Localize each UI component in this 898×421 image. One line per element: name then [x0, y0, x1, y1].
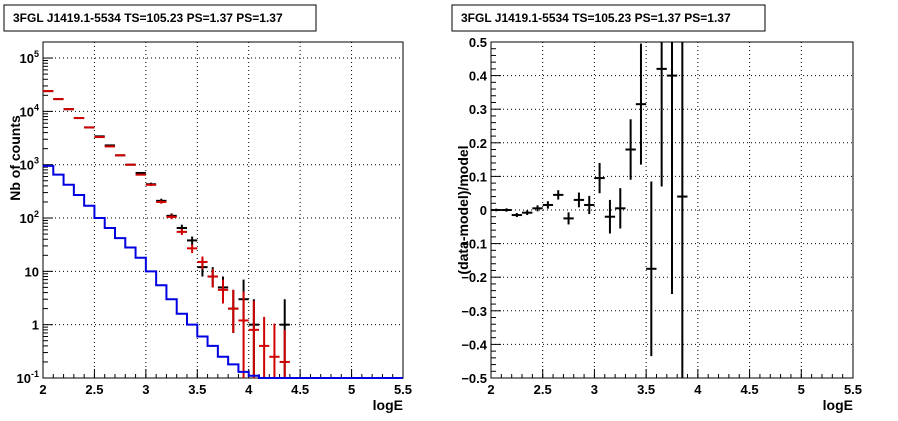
residual-point — [542, 201, 554, 209]
counts-title-box — [3, 4, 317, 32]
source-model-step — [43, 164, 403, 379]
residual-y-tick-label: 0 — [480, 203, 487, 218]
residual-x-tick-label: 3.5 — [637, 382, 655, 397]
model-point — [228, 289, 239, 333]
residual-x-axis-label: logE — [823, 397, 853, 413]
residual-point — [532, 205, 543, 212]
data-point — [187, 236, 198, 246]
counts-y-axis-label: Nb of counts — [7, 115, 23, 201]
residual-point — [656, 42, 667, 187]
counts-x-tick-label: 3.5 — [188, 382, 206, 397]
counts-y-tick-label: 104 — [20, 102, 39, 119]
model-point — [145, 183, 157, 186]
residual-series — [491, 42, 688, 378]
counts-series — [43, 90, 403, 379]
counts-x-tick-label: 5 — [348, 382, 355, 397]
residual-y-tick-label: −0.5 — [461, 371, 487, 386]
residual-point — [677, 42, 688, 378]
model-point — [187, 244, 198, 254]
counts-x-tick-label: 2 — [39, 382, 46, 397]
residual-title-box — [451, 4, 766, 32]
residual-x-tick-label: 5 — [798, 382, 805, 397]
model-point — [217, 279, 229, 304]
model-point — [197, 256, 208, 270]
residual-point — [635, 43, 647, 165]
model-point — [279, 329, 290, 378]
counts-panel: 3FGL J1419.1-5534 TS=105.23 PS=1.37 PS=1… — [3, 4, 412, 413]
residual-point — [584, 195, 595, 215]
residual-y-tick-label: 0.2 — [469, 136, 487, 151]
residual-x-tick-label: 3 — [591, 382, 598, 397]
counts-y-tick-label: 10-1 — [17, 369, 39, 386]
residual-x-tick-label: 2.5 — [534, 382, 552, 397]
residual-point — [666, 42, 678, 294]
residual-point — [615, 188, 626, 229]
model-point — [166, 214, 177, 220]
counts-title: 3FGL J1419.1-5534 TS=105.23 PS=1.37 PS=1… — [13, 11, 283, 25]
model-point — [207, 269, 218, 288]
residual-y-tick-label: 0.1 — [469, 169, 487, 184]
residual-x-tick-label: 4.5 — [741, 382, 759, 397]
residual-point — [594, 162, 605, 194]
counts-y-tick-label: 102 — [20, 209, 39, 226]
residual-point — [522, 210, 533, 216]
residual-point — [553, 190, 564, 200]
residual-panel: 3FGL J1419.1-5534 TS=105.23 PS=1.37 PS=1… — [451, 4, 862, 413]
model-point — [238, 291, 249, 378]
residual-point — [563, 212, 574, 225]
counts-x-tick-label: 5.5 — [394, 382, 412, 397]
model-point — [176, 229, 187, 236]
residual-y-tick-label: 0.3 — [469, 102, 487, 117]
counts-x-tick-label: 3 — [142, 382, 149, 397]
residual-point — [625, 119, 636, 180]
residual-x-tick-label: 5.5 — [844, 382, 862, 397]
residual-y-tick-label: 0.4 — [469, 69, 488, 84]
counts-y-tick-label: 105 — [20, 49, 39, 66]
counts-axis-ticks: 2 2.5 3 3.5 4 4.5 5 5.5 10-1 1 10 102 103 104 105 — [17, 41, 412, 397]
residual-y-tick-label: 0.5 — [469, 35, 487, 50]
residual-point — [491, 208, 502, 212]
residual-axis-ticks: 2 2.5 3 3.5 4 4.5 5 5.5 −0.5 −0.4 −0.3 −0.2 −0.1 0 0.1… — [461, 35, 862, 397]
total-model-series — [43, 90, 290, 378]
counts-y-tick-label: 103 — [20, 156, 39, 173]
residual-title: 3FGL J1419.1-5534 TS=105.23 PS=1.37 PS=1… — [461, 11, 731, 25]
residual-y-tick-label: −0.1 — [461, 237, 487, 252]
counts-x-tick-label: 4.5 — [291, 382, 309, 397]
residual-y-axis-label: (data-model)/model — [455, 145, 471, 274]
counts-y-tick-label: 10 — [25, 264, 39, 279]
model-point — [156, 200, 167, 204]
residual-point — [646, 181, 657, 357]
residual-y-tick-label: −0.4 — [461, 337, 487, 352]
residual-x-tick-label: 4 — [694, 382, 702, 397]
residual-point — [501, 208, 512, 212]
counts-y-tick-label: 1 — [32, 318, 39, 333]
residual-y-tick-label: −0.2 — [461, 270, 487, 285]
model-point — [248, 300, 259, 378]
counts-x-axis-label: logE — [373, 397, 403, 413]
model-point — [259, 316, 270, 378]
residual-y-tick-label: −0.3 — [461, 304, 487, 319]
residual-point — [604, 199, 616, 234]
source-model-step-line — [43, 164, 403, 379]
counts-plot-frame — [42, 41, 404, 379]
residual-x-tick-label: 2 — [487, 382, 494, 397]
model-point — [269, 323, 280, 378]
counts-x-tick-label: 2.5 — [85, 382, 103, 397]
residual-point — [511, 213, 523, 218]
residual-point — [573, 192, 585, 208]
counts-x-tick-label: 4 — [245, 382, 253, 397]
